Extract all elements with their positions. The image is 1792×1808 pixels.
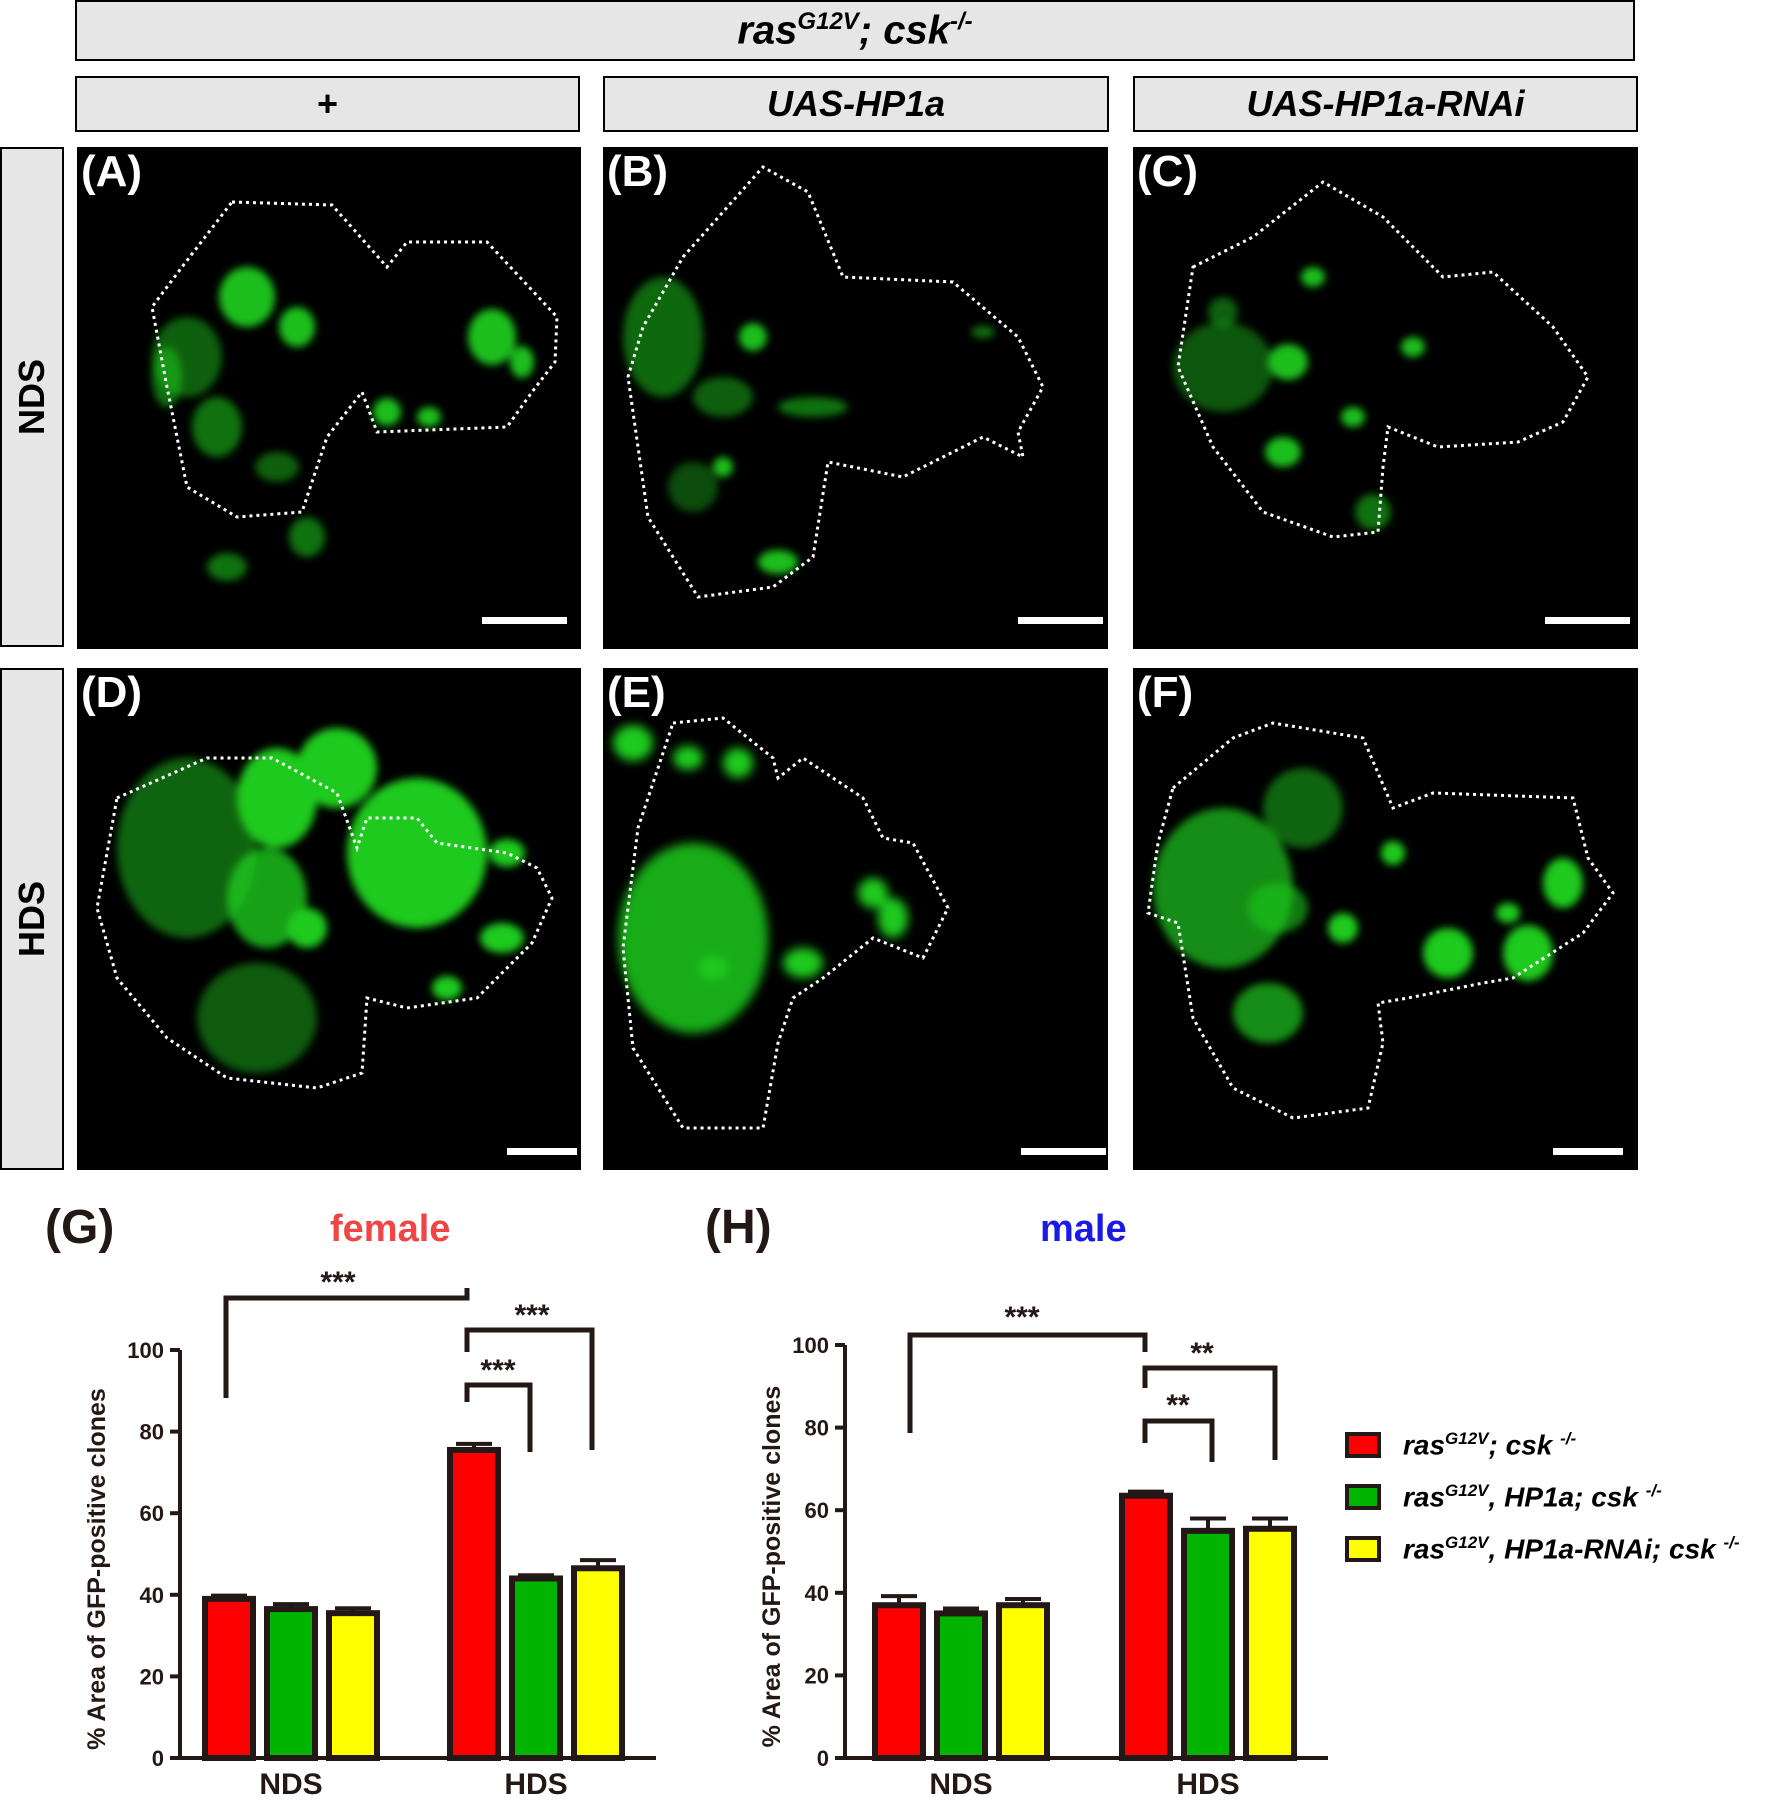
micrograph-panel-d: (D) xyxy=(77,668,581,1170)
scale-bar-c xyxy=(1545,617,1630,624)
panel-e-image xyxy=(613,716,950,1130)
panel-c-image xyxy=(1173,180,1590,539)
scale-bar-a xyxy=(482,617,567,624)
panel-label-e: (E) xyxy=(607,668,666,717)
legend-swatch-green xyxy=(1345,1484,1381,1510)
significance-bracket xyxy=(907,1332,1148,1433)
panel-label-a: (A) xyxy=(81,147,143,196)
bar xyxy=(326,1610,380,1762)
legend-item-ras-hp1a-csk: rasG12V, HP1a; csk -/- xyxy=(1345,1477,1662,1517)
bar xyxy=(447,1446,501,1761)
panel-a-image xyxy=(150,200,559,581)
panel-label-b: (B) xyxy=(607,147,669,196)
panel-label-f: (F) xyxy=(1137,668,1194,717)
scale-bar-b xyxy=(1018,617,1103,624)
scale-bar-e xyxy=(1021,1148,1106,1155)
micrograph-panel-b: (B) xyxy=(603,147,1108,649)
significance-label: *** xyxy=(514,1299,549,1332)
significance-bracket xyxy=(1142,1418,1215,1462)
y-tick-label: 60 xyxy=(805,1498,829,1523)
significance-label: *** xyxy=(1004,1301,1039,1334)
scale-bar-f xyxy=(1553,1148,1623,1155)
scale-bar-d xyxy=(507,1148,577,1155)
legend-label-ras-hp1a-csk: rasG12V, HP1a; csk -/- xyxy=(1403,1480,1662,1513)
y-tick-label: 0 xyxy=(152,1746,164,1771)
bar xyxy=(872,1602,926,1761)
x-category-label: NDS xyxy=(929,1768,992,1801)
panel-b-image xyxy=(623,165,1045,599)
significance-label: ** xyxy=(1166,1389,1190,1422)
micrograph-panel-f: (F) xyxy=(1133,668,1638,1170)
column-header-control: + xyxy=(75,76,580,132)
chart-title-female: female xyxy=(330,1208,451,1250)
panel-label-d: (D) xyxy=(81,668,143,717)
column-header-hp1a: UAS-HP1a xyxy=(603,76,1109,132)
micrograph-panel-c: (C) xyxy=(1133,147,1638,649)
panel-f-image xyxy=(1146,721,1615,1120)
legend-item-ras-hp1a-rnai-csk: rasG12V, HP1a-RNAi; csk -/- xyxy=(1345,1529,1740,1569)
bar xyxy=(571,1565,625,1762)
bar xyxy=(1119,1492,1173,1761)
column-header-hp1a-rnai: UAS-HP1a-RNAi xyxy=(1133,76,1638,132)
genotype-header: rasG12V; csk-/- xyxy=(75,0,1635,61)
row-label-nds: NDS xyxy=(0,147,64,647)
x-category-label: NDS xyxy=(259,1768,322,1801)
y-axis-label: % Area of GFP-positive clones xyxy=(758,1386,786,1748)
y-tick-label: 100 xyxy=(127,1338,164,1363)
significance-label: *** xyxy=(320,1266,355,1299)
bar xyxy=(996,1602,1050,1761)
genotype-header-text: rasG12V; csk-/- xyxy=(737,7,973,53)
x-category-label: HDS xyxy=(504,1768,567,1801)
y-tick-label: 20 xyxy=(140,1664,164,1689)
bar xyxy=(1243,1525,1297,1762)
y-axis-label: % Area of GFP-positive clones xyxy=(83,1388,111,1750)
y-tick-label: 0 xyxy=(817,1746,829,1771)
significance-label: ** xyxy=(1190,1337,1214,1370)
bar xyxy=(509,1575,563,1761)
y-tick-label: 80 xyxy=(805,1416,829,1441)
panel-label-g: (G) xyxy=(45,1201,115,1254)
bar xyxy=(202,1595,256,1761)
y-tick-label: 80 xyxy=(140,1420,164,1445)
bar xyxy=(264,1606,318,1761)
y-tick-label: 100 xyxy=(792,1333,829,1358)
significance-bracket xyxy=(464,1382,533,1452)
significance-bracket xyxy=(464,1327,595,1450)
panel-label-c: (C) xyxy=(1137,147,1199,196)
legend-swatch-red xyxy=(1345,1432,1381,1458)
significance-bracket xyxy=(223,1288,470,1398)
bar xyxy=(934,1610,988,1761)
bar xyxy=(1181,1527,1235,1761)
chart-title-male: male xyxy=(1040,1208,1127,1250)
significance-label: *** xyxy=(480,1354,515,1387)
y-tick-label: 20 xyxy=(805,1663,829,1688)
y-tick-label: 40 xyxy=(140,1583,164,1608)
panel-d-image xyxy=(95,728,554,1090)
significance-bracket xyxy=(1142,1365,1278,1460)
legend-item-ras-csk: rasG12V; csk -/- xyxy=(1345,1425,1576,1465)
y-tick-label: 60 xyxy=(140,1501,164,1526)
legend-swatch-yellow xyxy=(1345,1536,1381,1562)
row-label-hds: HDS xyxy=(0,668,64,1170)
legend-label-ras-csk: rasG12V; csk -/- xyxy=(1403,1428,1577,1461)
legend-label-ras-hp1a-rnai-csk: rasG12V, HP1a-RNAi; csk -/- xyxy=(1403,1532,1740,1565)
micrograph-panel-e: (E) xyxy=(603,668,1108,1170)
panel-label-h: (H) xyxy=(705,1201,772,1254)
y-tick-label: 40 xyxy=(805,1581,829,1606)
x-category-label: HDS xyxy=(1176,1768,1239,1801)
micrograph-panel-a: (A) xyxy=(77,147,581,649)
